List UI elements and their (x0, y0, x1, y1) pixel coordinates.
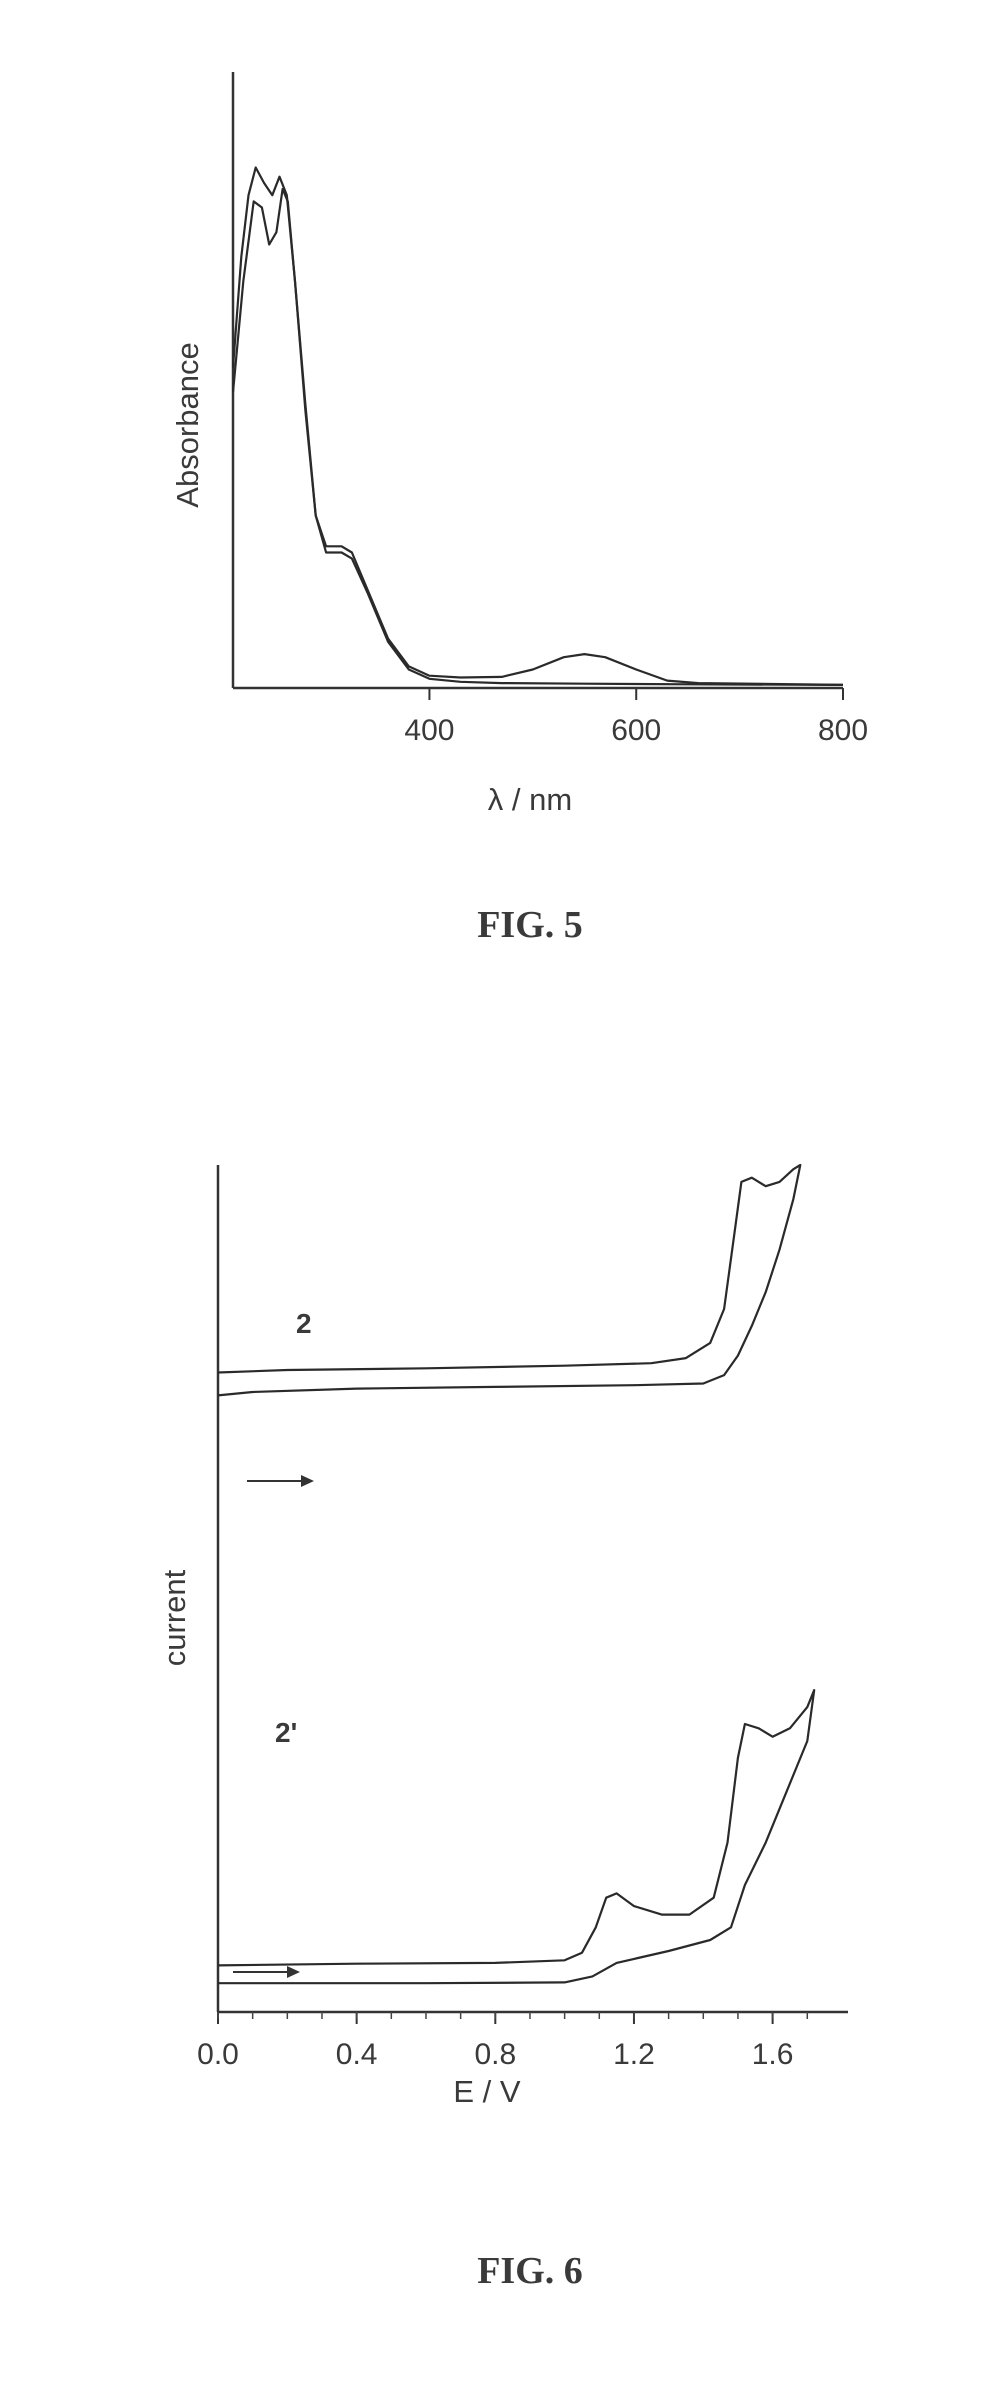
fig5-x-tick-label: 600 (611, 714, 661, 747)
fig5-x-tick-label: 800 (818, 714, 868, 747)
fig5-y-axis-label: Absorbance (170, 342, 205, 507)
fig6-x-axis-label: E / V (453, 2074, 521, 2109)
fig5-series-line-1 (233, 189, 843, 685)
fig6-x-tick-label: 1.6 (752, 2038, 794, 2071)
fig6-x-tick-label: 0.4 (336, 2038, 378, 2071)
fig5-x-tick-labels: 400 600 800 (404, 714, 868, 747)
fig6-caption: FIG. 6 (477, 2250, 583, 2292)
fig5-x-axis-label: λ / nm (488, 782, 572, 817)
fig6-voltammogram-chart: 0.0 0.4 0.8 1.2 1.6 2 2' current E / V FIG. … (157, 1165, 848, 2292)
fig5-x-ticks (429, 688, 843, 700)
fig5-x-tick-label: 400 (404, 714, 454, 747)
fig5-caption: FIG. 5 (477, 904, 583, 946)
fig5-series-group (233, 168, 843, 685)
fig5-absorbance-chart: 400 600 800 Absorbance λ / nm FIG. 5 (170, 72, 868, 946)
fig6-x-ticks (218, 2012, 807, 2024)
fig6-x-tick-label: 1.2 (613, 2038, 655, 2071)
fig6-scan-arrow-upper (247, 1475, 314, 1487)
fig5-series-line-2 (233, 168, 843, 685)
fig6-y-axis-label: current (157, 1569, 192, 1666)
fig6-series-label-2: 2 (296, 1308, 312, 1339)
fig6-x-tick-label: 0.8 (474, 2038, 516, 2071)
fig6-x-tick-labels: 0.0 0.4 0.8 1.2 1.6 (197, 2038, 793, 2071)
fig6-x-tick-label: 0.0 (197, 2038, 239, 2071)
fig6-series-line-2 (218, 1690, 814, 1983)
fig6-series-label-2prime: 2' (275, 1717, 297, 1748)
fig6-series-line-1 (218, 1165, 800, 1395)
fig6-scan-arrow-lower (233, 1966, 300, 1978)
fig6-series-group (218, 1165, 814, 1983)
